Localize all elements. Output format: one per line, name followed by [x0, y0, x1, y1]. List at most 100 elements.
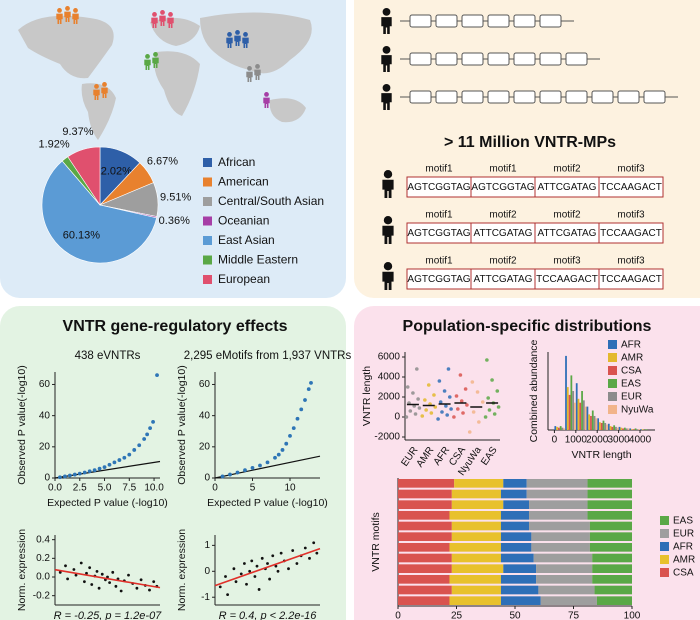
histogram-bar — [565, 355, 567, 430]
y-tick-label: 20 — [199, 441, 211, 452]
strip-point — [465, 403, 469, 407]
qq-point — [250, 465, 255, 470]
repeat-unit — [435, 14, 458, 28]
motif-label: motif1 — [425, 164, 453, 175]
histogram-bar — [588, 414, 591, 430]
histogram-bar — [622, 428, 624, 430]
repeat-unit — [435, 90, 458, 104]
stacked-bar — [538, 585, 595, 595]
x-tick-label: 75 — [568, 611, 580, 620]
scatter-point — [58, 570, 62, 574]
histogram-bar — [597, 418, 600, 430]
stacked-bar — [503, 500, 530, 509]
qq-point — [235, 470, 240, 475]
motif-label: motif3 — [617, 256, 645, 267]
strip-point — [411, 391, 415, 395]
strip-point — [413, 412, 418, 416]
stacked-bar — [398, 521, 452, 531]
repeat-unit — [461, 14, 484, 28]
histogram-bar — [632, 429, 635, 430]
scatter-point — [135, 586, 139, 590]
y-axis-label: Observed P value(-log10) — [176, 365, 188, 484]
stacked-bar — [592, 575, 632, 584]
repeat-unit — [513, 90, 536, 104]
strip-point — [486, 396, 490, 400]
stacked-bar — [503, 564, 537, 573]
x-tick-label: 0 — [212, 483, 218, 494]
strip-point — [408, 409, 413, 413]
histogram-bar — [634, 428, 637, 430]
strip-point — [424, 408, 428, 412]
qq-point — [77, 471, 82, 476]
stacked-bar — [592, 553, 632, 563]
strip-point — [463, 387, 468, 391]
pie-label: 60.13% — [63, 230, 101, 242]
histogram-bar — [604, 422, 607, 430]
legend-swatch — [203, 275, 212, 284]
scatter-point — [245, 582, 248, 586]
histogram-bar — [584, 406, 587, 430]
scatter-point — [85, 571, 88, 575]
stacked-bar — [500, 511, 530, 520]
histogram-bar — [563, 428, 566, 430]
stacked-bar — [398, 553, 452, 563]
stacked-bar — [529, 500, 588, 509]
scatter-point — [79, 561, 83, 565]
strip-point — [449, 407, 453, 411]
legend-swatch — [203, 236, 212, 245]
histogram-bar — [581, 391, 583, 430]
stacked-bar — [536, 564, 593, 573]
qq-point — [148, 426, 152, 431]
histogram-bar — [566, 387, 569, 430]
scatter-point — [234, 580, 238, 584]
reference-line — [214, 455, 321, 479]
qq-point — [67, 473, 72, 478]
legend-label: EUR — [673, 529, 694, 540]
qq-point — [273, 455, 277, 460]
histogram-bar — [577, 398, 580, 430]
pie-label: 6.67% — [147, 156, 178, 168]
strip-point — [495, 389, 500, 393]
legend-label: AMR — [673, 555, 695, 566]
y-axis-label: Norm. expression — [16, 529, 28, 611]
y-axis-label: Observed P value(-log10) — [16, 365, 28, 484]
legend-label: CSA — [621, 366, 642, 377]
strip-point — [416, 397, 420, 401]
sequence-text: TCCAAGACT — [600, 228, 662, 239]
motif-label: motif3 — [553, 256, 581, 267]
strip-point — [480, 400, 485, 404]
scatter-point — [315, 551, 319, 555]
stacked-bar — [398, 500, 452, 509]
repeat-unit — [565, 90, 588, 104]
x-tick-label: 10.0 — [144, 483, 164, 494]
x-axis-label: VNTR length — [571, 449, 631, 461]
stacked-bar — [500, 489, 527, 499]
repeat-unit — [513, 14, 536, 28]
scatter-point — [66, 577, 69, 581]
scatter-point — [139, 578, 143, 582]
strip-point — [432, 393, 436, 397]
strip-point — [446, 367, 451, 371]
histogram-bar — [641, 429, 644, 430]
section-title: Population-specific distributions — [403, 318, 652, 335]
strip-point — [459, 399, 464, 403]
stacked-bar — [529, 511, 588, 520]
histogram-bar — [568, 394, 571, 430]
scatter-point — [90, 583, 94, 586]
repeat-unit — [539, 52, 562, 66]
stacked-bar — [596, 596, 632, 605]
histogram-bar — [557, 427, 560, 430]
scatter-point — [226, 593, 230, 597]
strip-point — [470, 380, 475, 384]
histogram-bar — [645, 429, 648, 430]
legend-label: East Asian — [218, 233, 275, 247]
legend-label: NyuWa — [621, 405, 654, 416]
stacked-bar — [589, 532, 632, 541]
scatter-point — [127, 573, 130, 577]
qq-point — [220, 474, 225, 479]
stacked-bar — [398, 511, 450, 520]
legend-swatch — [608, 353, 617, 362]
stacked-bar — [451, 585, 501, 595]
